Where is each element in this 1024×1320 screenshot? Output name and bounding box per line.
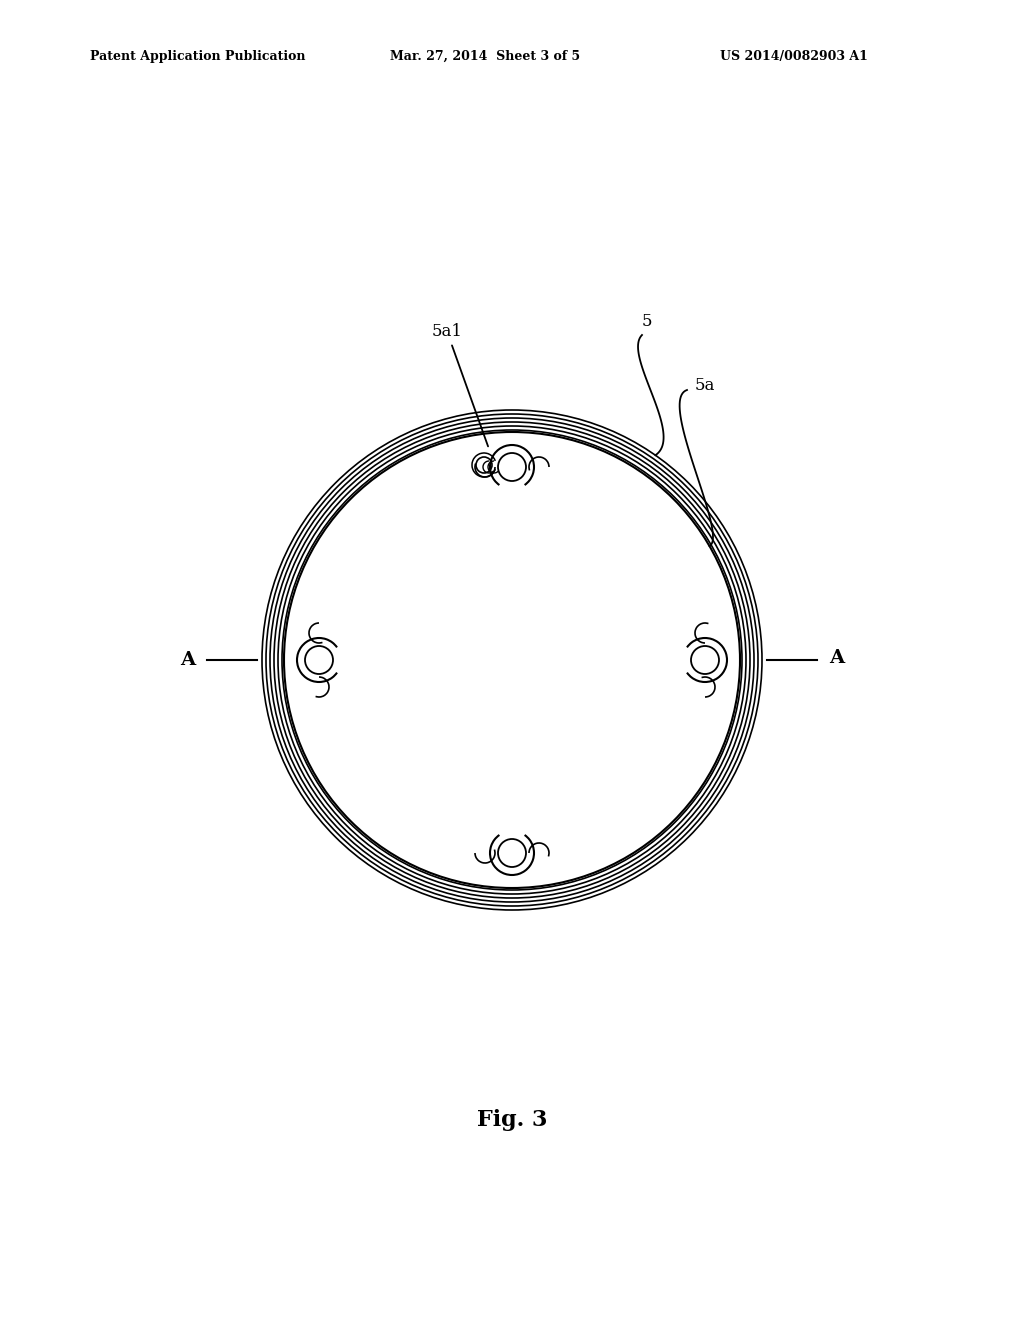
Text: US 2014/0082903 A1: US 2014/0082903 A1 xyxy=(720,50,868,63)
Text: A: A xyxy=(180,651,195,669)
Text: 5: 5 xyxy=(642,313,652,330)
Text: 5a: 5a xyxy=(695,376,716,393)
Text: Mar. 27, 2014  Sheet 3 of 5: Mar. 27, 2014 Sheet 3 of 5 xyxy=(390,50,581,63)
Text: A: A xyxy=(829,649,844,667)
Text: Patent Application Publication: Patent Application Publication xyxy=(90,50,305,63)
Text: Fig. 3: Fig. 3 xyxy=(477,1109,547,1131)
Text: 5a1: 5a1 xyxy=(431,323,488,446)
